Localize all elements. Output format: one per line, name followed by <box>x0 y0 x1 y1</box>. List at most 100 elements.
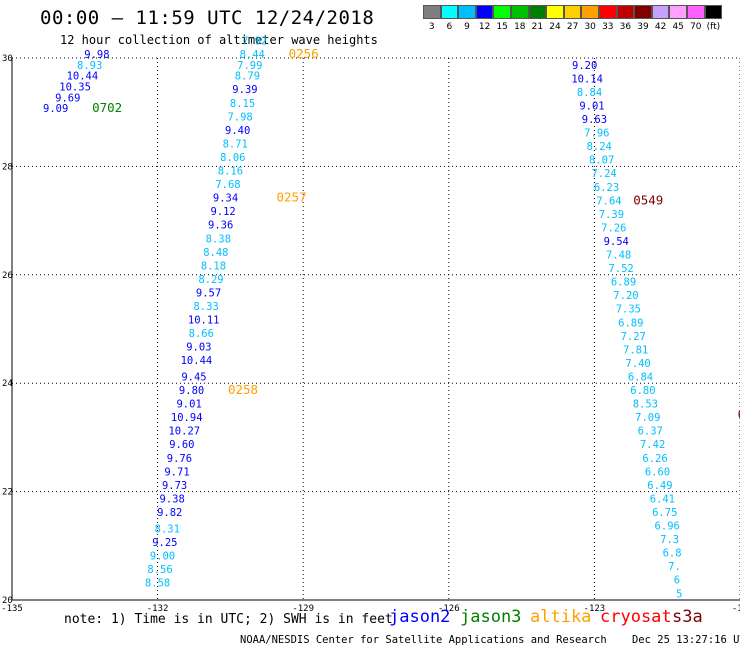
wave-height-point: 8.53 <box>633 399 658 411</box>
wave-height-point: 8.24 <box>587 141 612 153</box>
wave-height-point: 7.35 <box>616 304 641 316</box>
wave-height-point: 7.39 <box>599 209 624 221</box>
scale-swatch <box>423 5 441 19</box>
wave-height-point: 6.96 <box>655 521 680 533</box>
wave-height-point: 7.40 <box>625 358 650 370</box>
wave-height-point: 7.24 <box>591 168 616 180</box>
credit-text: NOAA/NESDIS Center for Satellite Applica… <box>240 634 607 646</box>
wave-height-point: 7.26 <box>601 222 626 234</box>
wave-height-point: 9.36 <box>208 220 233 232</box>
scale-swatch <box>528 5 547 19</box>
wave-height-point: 9.71 <box>164 466 189 478</box>
wave-height-point: 7.96 <box>584 128 609 140</box>
scale-label: 12 <box>478 22 491 32</box>
wave-height-point: 7.68 <box>215 179 240 191</box>
wave-height-point: 9.80 <box>179 385 204 397</box>
wave-height-point: 9.98 <box>84 49 109 61</box>
wave-height-point: 7.09 <box>635 412 660 424</box>
wave-height-point: 7.92 <box>242 35 267 47</box>
wave-height-point: 9.12 <box>210 206 235 218</box>
wave-height-point: 8.07 <box>589 155 614 167</box>
wave-height-point: 7. <box>668 561 681 573</box>
x-tick-label: -123 <box>584 604 606 614</box>
x-tick-label: -135 <box>1 604 23 614</box>
scale-label: 21 <box>531 22 544 32</box>
wave-height-point: 8.38 <box>206 233 231 245</box>
satellite-legend-altika: altika <box>530 607 592 627</box>
scale-label: 33 <box>602 22 614 32</box>
scale-label: 36 <box>619 22 632 32</box>
wave-height-point: 8.93 <box>77 60 102 72</box>
footer-credit: NOAA/NESDIS Center for Satellite Applica… <box>240 634 740 646</box>
scale-label: 18 <box>514 22 526 32</box>
satellite-legend-cryosat: cryosat <box>600 607 672 627</box>
wave-height-point: 6.23 <box>594 182 619 194</box>
wave-height-point: 6.75 <box>652 507 677 519</box>
y-tick-label: 22 <box>2 488 13 498</box>
wave-height-point: 6.8 <box>663 548 682 560</box>
wave-height-point: 9.00 <box>150 550 175 562</box>
scale-swatch <box>669 5 687 19</box>
wave-height-point: 9.76 <box>167 453 192 465</box>
wave-height-point: 7.3 <box>660 534 679 546</box>
wave-height-point: 8.06 <box>220 152 245 164</box>
wave-height-point: 7.64 <box>596 195 621 207</box>
y-tick-label: 28 <box>2 162 13 172</box>
wave-height-point: 9.20 <box>572 60 597 72</box>
satellite-legend-s3a: s3a <box>672 607 703 627</box>
wave-height-point: 9.39 <box>232 84 257 96</box>
wave-height-point: 9.03 <box>186 342 211 354</box>
scale-swatch <box>511 5 529 19</box>
wave-height-point: 8.56 <box>147 564 172 576</box>
y-tick-label: 24 <box>2 379 13 389</box>
wave-height-point: 8.33 <box>193 301 218 313</box>
wave-height-point: 10.44 <box>181 355 213 367</box>
wave-height-point: 10.14 <box>571 73 603 85</box>
scale-label: 6 <box>446 22 453 32</box>
wave-height-point: 9.09 <box>43 103 68 115</box>
wave-height-point: 5 <box>676 588 682 600</box>
wave-height-point: 9.60 <box>169 439 194 451</box>
wave-height-point: 7.99 <box>237 60 262 72</box>
wave-height-point: 10.94 <box>171 412 203 424</box>
pass-time-label: 0549 <box>633 192 663 207</box>
wave-height-point: 7.81 <box>623 344 648 356</box>
wave-height-point: 6.80 <box>630 385 655 397</box>
wave-height-point: 8.71 <box>223 138 248 150</box>
scale-swatch <box>599 5 617 19</box>
chart-title: 00:00 – 11:59 UTC 12/24/2018 <box>40 7 375 29</box>
scale-label: (ft) <box>706 22 721 32</box>
scale-swatch <box>458 5 476 19</box>
footer-note: note: 1) Time is in UTC; 2) SWH is in fe… <box>64 612 393 627</box>
wave-height-point: 8.79 <box>235 71 260 83</box>
wave-height-point: 9.34 <box>213 193 238 205</box>
pass-time-label: 0258 <box>228 382 258 397</box>
scale-swatch <box>563 5 582 19</box>
scale-swatch <box>493 5 511 19</box>
wave-height-point: 8.16 <box>218 166 243 178</box>
wave-height-point: 10.35 <box>59 82 91 94</box>
scale-label: 39 <box>637 22 649 32</box>
wave-height-point: 9.38 <box>160 493 185 505</box>
scale-label: 27 <box>566 22 579 32</box>
wave-height-point: 6.84 <box>628 371 653 383</box>
wave-height-point: 7.52 <box>608 263 633 275</box>
wave-height-point: 6.37 <box>638 426 663 438</box>
credit-spacer <box>613 634 626 646</box>
wave-height-point: 7.20 <box>613 290 638 302</box>
scale-label: 30 <box>584 22 596 32</box>
wave-height-point: 9.01 <box>176 399 201 411</box>
scale-label: 24 <box>549 22 561 32</box>
wave-height-point: 8.44 <box>240 49 265 61</box>
scale-label: 3 <box>428 22 435 32</box>
x-tick-label: -126 <box>438 604 460 614</box>
wave-height-point: 9.45 <box>181 371 206 383</box>
wave-height-point: 8.66 <box>189 328 214 340</box>
chart-subtitle: 12 hour collection of altimeter wave hei… <box>60 33 378 47</box>
scale-label: 45 <box>672 22 684 32</box>
wave-height-point: 9.54 <box>604 236 629 248</box>
wave-height-point: 6.49 <box>647 480 672 492</box>
wave-height-point: 7.27 <box>621 331 646 343</box>
